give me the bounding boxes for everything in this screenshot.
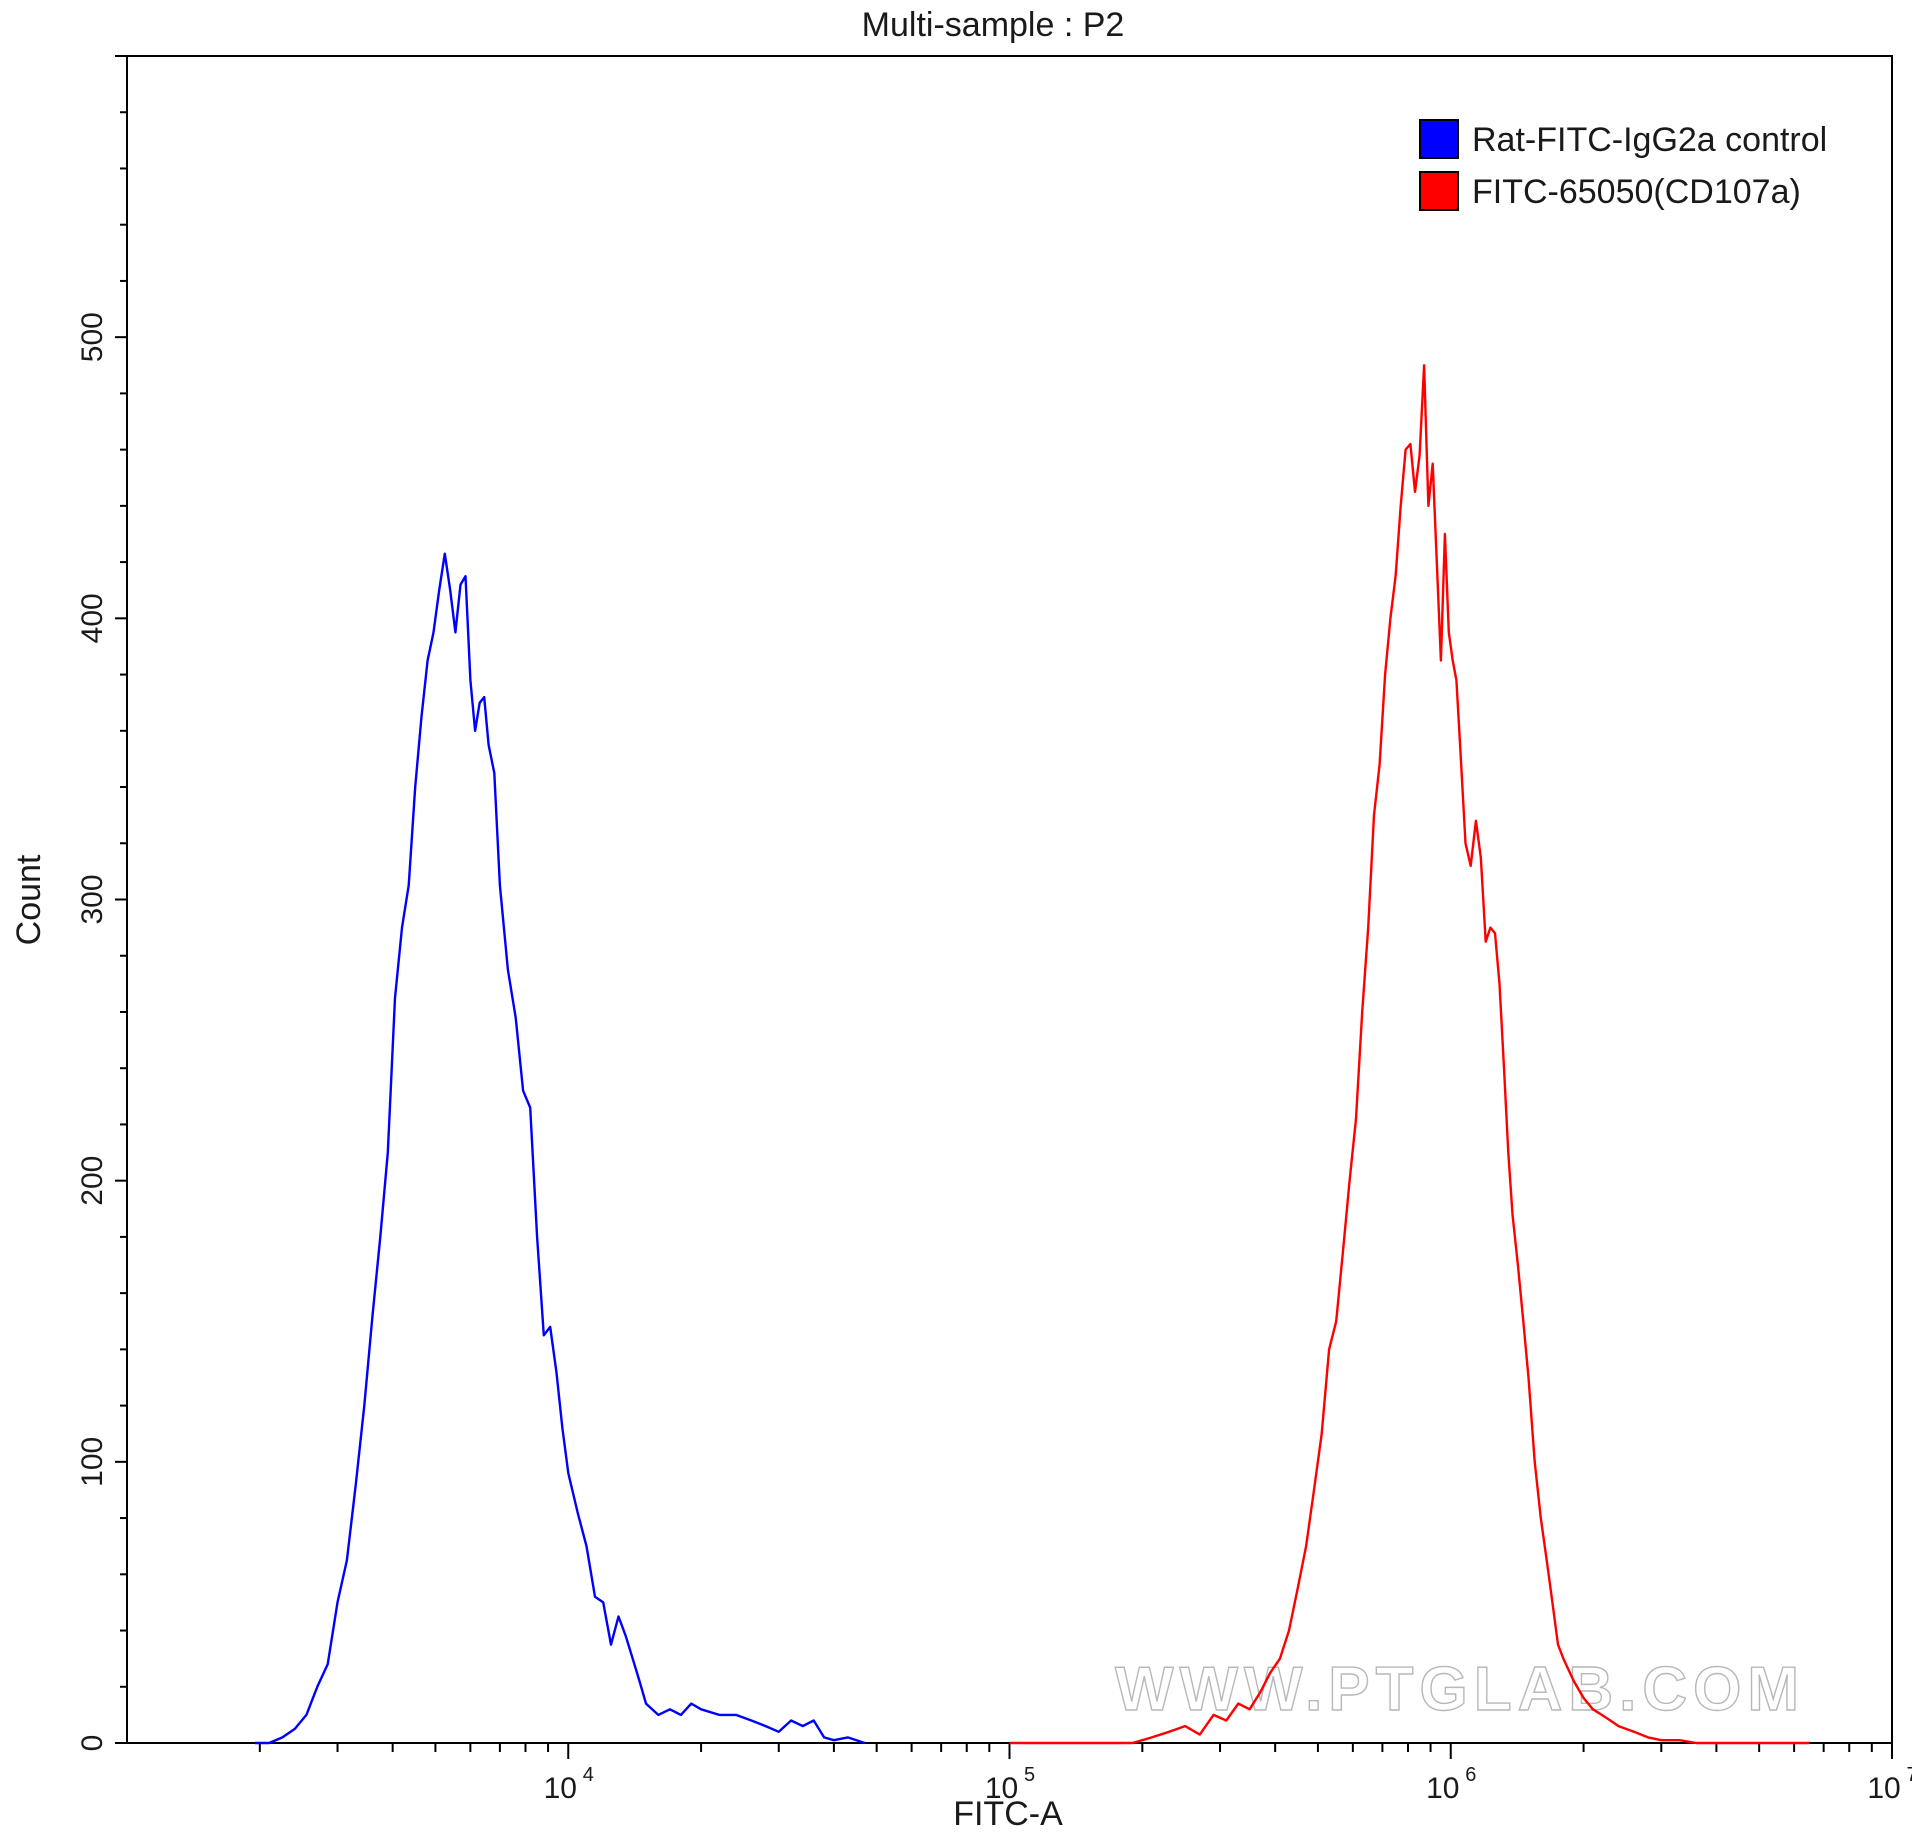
legend: Rat-FITC-IgG2a control FITC-65050(CD107a)	[1419, 119, 1827, 211]
y-tick-label: 0	[76, 1735, 109, 1752]
x-axis: 10 4 10 5 10 6 10 7	[258, 1743, 1912, 1805]
legend-swatch-2	[1419, 171, 1459, 211]
y-tick-label: 200	[76, 1156, 109, 1206]
x-tick-label: 10	[1867, 1772, 1900, 1805]
x-tick-exponent: 7	[1906, 1764, 1912, 1786]
y-axis: 0 100 200 300 400 500	[76, 55, 127, 1752]
series-line-1	[255, 552, 866, 1745]
x-tick-label: 10	[544, 1772, 577, 1805]
legend-label-1: Rat-FITC-IgG2a control	[1472, 121, 1827, 159]
x-tick-exponent: 6	[1465, 1764, 1476, 1786]
watermark-text: WWW.PTGLAB.COM	[1115, 1655, 1805, 1724]
series-lines	[255, 364, 1810, 1745]
x-tick-exponent: 4	[583, 1764, 594, 1786]
y-tick-label: 400	[76, 593, 109, 643]
legend-label-2: FITC-65050(CD107a)	[1472, 173, 1801, 211]
plot-border	[126, 55, 1893, 1744]
legend-swatch-1	[1419, 119, 1459, 159]
x-tick-label: 10	[985, 1772, 1018, 1805]
x-axis-label: FITC-A	[953, 1795, 1063, 1833]
plot-area	[126, 55, 1893, 1744]
chart-title: Multi-sample : P2	[862, 6, 1125, 44]
x-tick-label: 10	[1426, 1772, 1459, 1805]
y-tick-label: 500	[76, 312, 109, 362]
y-tick-label: 300	[76, 874, 109, 924]
series-line-2	[1009, 364, 1810, 1745]
x-tick-exponent: 5	[1024, 1764, 1035, 1786]
y-axis-label: Count	[10, 854, 48, 945]
y-tick-label: 100	[76, 1437, 109, 1487]
